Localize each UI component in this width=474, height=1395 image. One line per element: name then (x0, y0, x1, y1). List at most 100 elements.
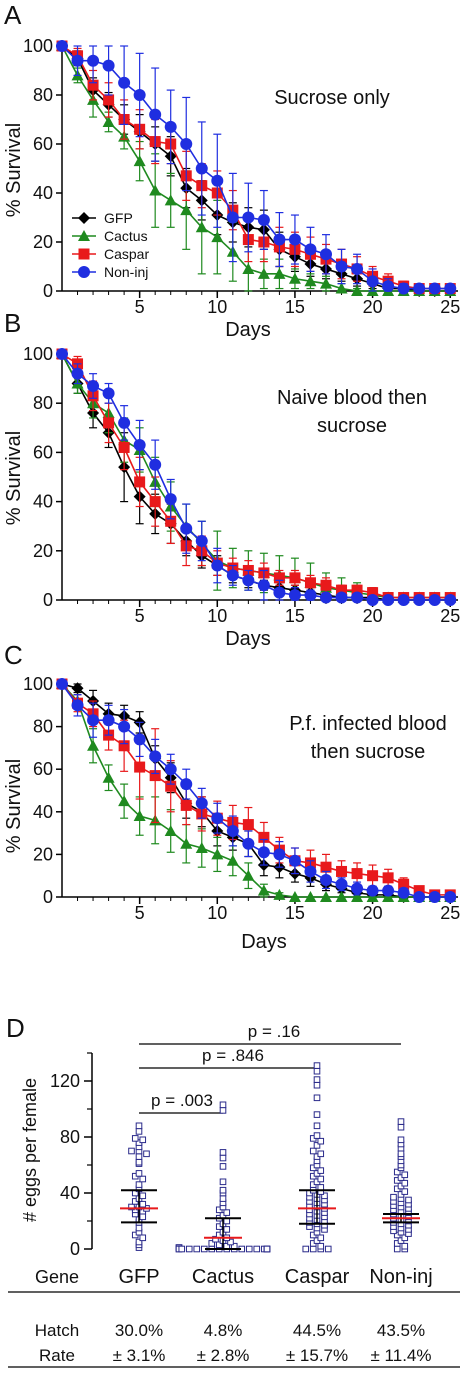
data-point (336, 865, 348, 877)
y-axis-label-b: % Survival (3, 431, 25, 525)
data-point (382, 884, 395, 897)
survival-panel-b: B % Survival Naive blood then sucrose Da… (3, 308, 460, 650)
group-caspar: Caspar 44.5% ± 15.7% (285, 1062, 350, 1365)
data-point (242, 574, 255, 587)
x-axis-label-c: Days (241, 931, 287, 953)
data-point (273, 586, 286, 599)
data-point (208, 1240, 216, 1247)
data-point (257, 267, 270, 279)
data-point (273, 572, 285, 584)
x-tick-label: 10 (207, 297, 227, 317)
data-point (413, 594, 426, 606)
legend-label: GFP (104, 210, 133, 226)
data-point (219, 1186, 227, 1194)
data-point (56, 40, 68, 52)
data-point (71, 367, 84, 380)
data-point (195, 162, 208, 175)
x-tick-label: 25 (440, 606, 460, 626)
y-tick-label: 80 (60, 1127, 80, 1147)
legend-marker (78, 212, 90, 224)
data-point (242, 262, 255, 274)
legend-marker (78, 230, 90, 241)
data-point (219, 1107, 227, 1114)
data-point (335, 878, 348, 891)
data-point (401, 1188, 409, 1195)
data-point (178, 1245, 186, 1253)
data-point (135, 1170, 143, 1177)
data-point (219, 1178, 227, 1186)
condition-annotation-c-line1: P.f. infected blood (289, 713, 447, 735)
data-point (219, 1195, 227, 1202)
rate-value: ± 2.8% (197, 1346, 250, 1365)
group-gfp: GFP 30.0% ± 3.1% (113, 1122, 165, 1365)
data-point (313, 1122, 321, 1130)
y-tick-label: 20 (33, 232, 53, 252)
y-tick-label: 100 (23, 344, 53, 364)
data-point (193, 1245, 201, 1253)
data-point (351, 868, 363, 880)
data-point (164, 493, 177, 506)
data-point (313, 1132, 321, 1139)
group-non-inj: Non-inj 43.5% ± 11.4% (369, 1118, 433, 1365)
data-point (351, 584, 363, 596)
condition-annotation-b-line1: Naive blood then (277, 387, 427, 409)
data-point (131, 1135, 139, 1142)
data-point (118, 720, 131, 733)
data-point (393, 1245, 401, 1253)
x-tick-label: 15 (285, 903, 305, 923)
data-point (135, 1128, 143, 1135)
data-point (258, 831, 270, 843)
data-point (245, 1245, 253, 1253)
y-tick-label: 0 (43, 590, 53, 610)
eggs-panel-d: D # eggs per female Gene Hatch Rate 0 40 8… (6, 1013, 460, 1368)
data-point (149, 184, 162, 196)
y-tick-label: 20 (33, 541, 53, 561)
y-tick-label: 60 (33, 759, 53, 779)
data-point (257, 213, 270, 226)
x-tick-label: 10 (207, 903, 227, 923)
data-point (444, 282, 457, 295)
data-point (164, 763, 177, 776)
data-point (149, 750, 162, 763)
data-point (223, 1226, 231, 1233)
y-tick-label: 100 (23, 36, 53, 56)
legend-label: Caspar (104, 246, 149, 262)
category-label: Cactus (192, 1266, 254, 1288)
data-point (304, 275, 317, 287)
panel-label-b: B (4, 308, 21, 338)
data-point (351, 262, 364, 275)
x-tick-label: 25 (440, 297, 460, 317)
data-point (313, 1094, 321, 1102)
data-point (118, 416, 131, 429)
data-point (165, 780, 177, 792)
data-point (428, 282, 441, 295)
data-point (257, 579, 270, 592)
data-point (393, 1168, 401, 1176)
data-point (309, 1245, 317, 1253)
x-tick-label: 5 (135, 903, 145, 923)
series-non-inj (56, 40, 457, 295)
row-label-gene: Gene (35, 1267, 79, 1287)
x-axis-label-a: Days (225, 319, 271, 341)
data-point (263, 1245, 271, 1253)
y-tick-label: 120 (50, 1071, 80, 1091)
data-point (133, 89, 146, 101)
data-point (211, 812, 224, 825)
data-point (288, 233, 301, 246)
data-point (253, 1245, 261, 1253)
panel-label-a: A (4, 0, 22, 30)
data-point (219, 1154, 227, 1162)
data-point (219, 1163, 227, 1170)
data-point (139, 1200, 147, 1208)
x-tick-label: 20 (363, 606, 383, 626)
data-point (195, 221, 208, 233)
data-point (102, 115, 115, 127)
x-tick-label: 25 (440, 903, 460, 923)
data-point (398, 878, 410, 890)
data-point (401, 1234, 409, 1242)
data-point (401, 1242, 409, 1250)
data-point (87, 714, 100, 727)
data-point (273, 267, 286, 279)
data-point (226, 824, 239, 837)
data-point (444, 891, 457, 903)
